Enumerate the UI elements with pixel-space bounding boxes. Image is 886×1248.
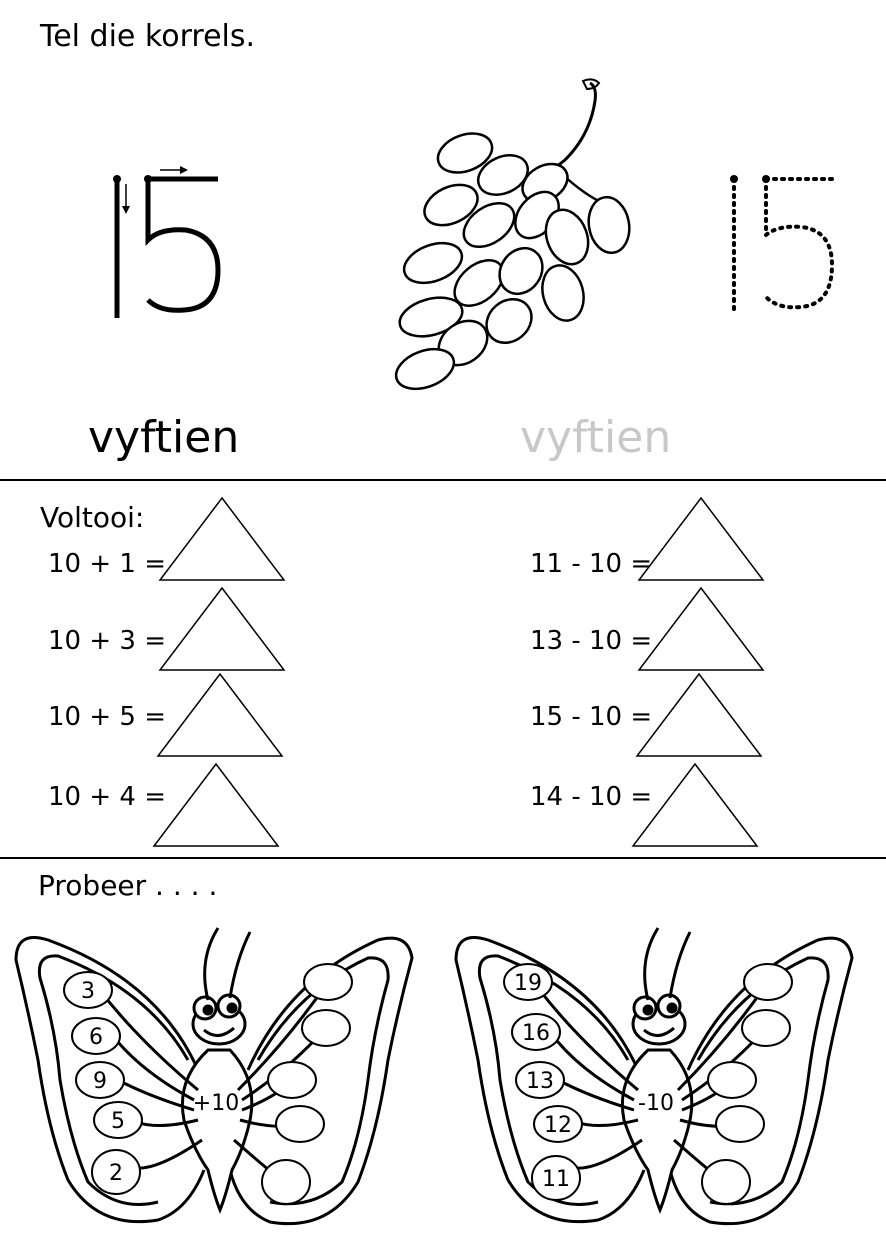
section3-title: Probeer . . . . [38,869,218,902]
equation-left-2: 10 + 3 = [48,626,166,656]
number-15-writing-guide [113,166,221,318]
word-vyftien-tracing: vyftien [520,412,672,463]
butterfly-right-number-5: 11 [542,1167,570,1192]
word-vyftien: vyftien [88,412,240,463]
section2-title: Voltooi: [40,501,145,534]
divider-1 [0,479,886,481]
butterfly-right-operation: -10 [638,1091,674,1116]
equation-left-3: 10 + 5 = [48,702,166,732]
butterfly-left-number-2: 6 [89,1025,103,1050]
butterfly-left-operation: +10 [193,1091,239,1116]
butterfly-right-number-1: 19 [514,971,542,996]
answer-triangle-right-1[interactable] [636,496,766,582]
grapes-illustration [394,78,631,391]
equation-left-4: 10 + 4 = [48,782,166,812]
butterfly-right-number-4: 12 [544,1113,572,1138]
equation-right-3: 15 - 10 = [530,702,653,732]
butterfly-right-number-3: 13 [526,1069,554,1094]
butterfly-right-number-2: 16 [522,1021,550,1046]
butterfly-left-number-1: 3 [81,979,95,1004]
section1-title: Tel die korrels. [40,19,256,54]
answer-triangle-left-1[interactable] [157,496,287,582]
answer-triangle-right-2[interactable] [636,586,766,672]
butterfly-left-number-5: 2 [109,1161,123,1186]
answer-triangle-left-4[interactable] [151,762,281,848]
answer-triangle-right-4[interactable] [630,762,760,848]
butterfly-left-number-4: 5 [111,1109,125,1134]
butterfly-left: 3 6 9 5 2 +10 [14,927,414,1226]
butterfly-right: 19 16 13 12 11 -10 [454,927,854,1226]
equation-right-1: 11 - 10 = [530,549,653,579]
answer-triangle-left-3[interactable] [155,672,285,758]
divider-2 [0,857,886,859]
equation-right-2: 13 - 10 = [530,626,653,656]
equation-right-4: 14 - 10 = [530,782,653,812]
answer-triangle-left-2[interactable] [157,586,287,672]
number-15-tracing [730,175,835,313]
equation-left-1: 10 + 1 = [48,549,166,579]
butterfly-left-number-3: 9 [93,1069,107,1094]
answer-triangle-right-3[interactable] [634,672,764,758]
